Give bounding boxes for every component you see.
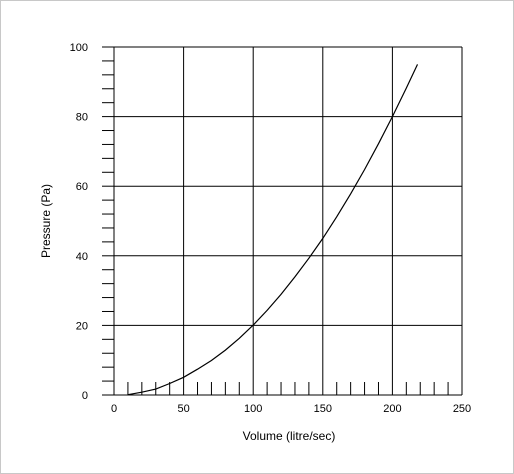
axes [102,47,462,396]
y-tick-label: 60 [76,181,88,193]
y-tick-label: 20 [76,320,88,332]
x-tick-label: 100 [244,403,262,415]
x-tick-label: 200 [383,403,401,415]
x-tick-label: 250 [453,403,471,415]
y-tick-label: 100 [70,42,88,54]
y-tick-label: 0 [82,390,88,402]
y-axis-label: Pressure (Pa) [39,184,53,258]
series [127,64,419,396]
x-tick-label: 150 [314,403,332,415]
grid [114,46,463,395]
series-line [127,64,419,396]
x-tick-label: 0 [111,403,117,415]
y-tick-label: 80 [76,112,88,124]
minor-ticks [102,46,449,396]
x-tick-label: 50 [177,403,189,415]
tick-labels: 0 20 40 60 80 100 0 50 100 150 200 250 [70,42,472,415]
y-tick-label: 40 [76,251,88,263]
x-axis-label: Volume (litre/sec) [243,429,336,443]
